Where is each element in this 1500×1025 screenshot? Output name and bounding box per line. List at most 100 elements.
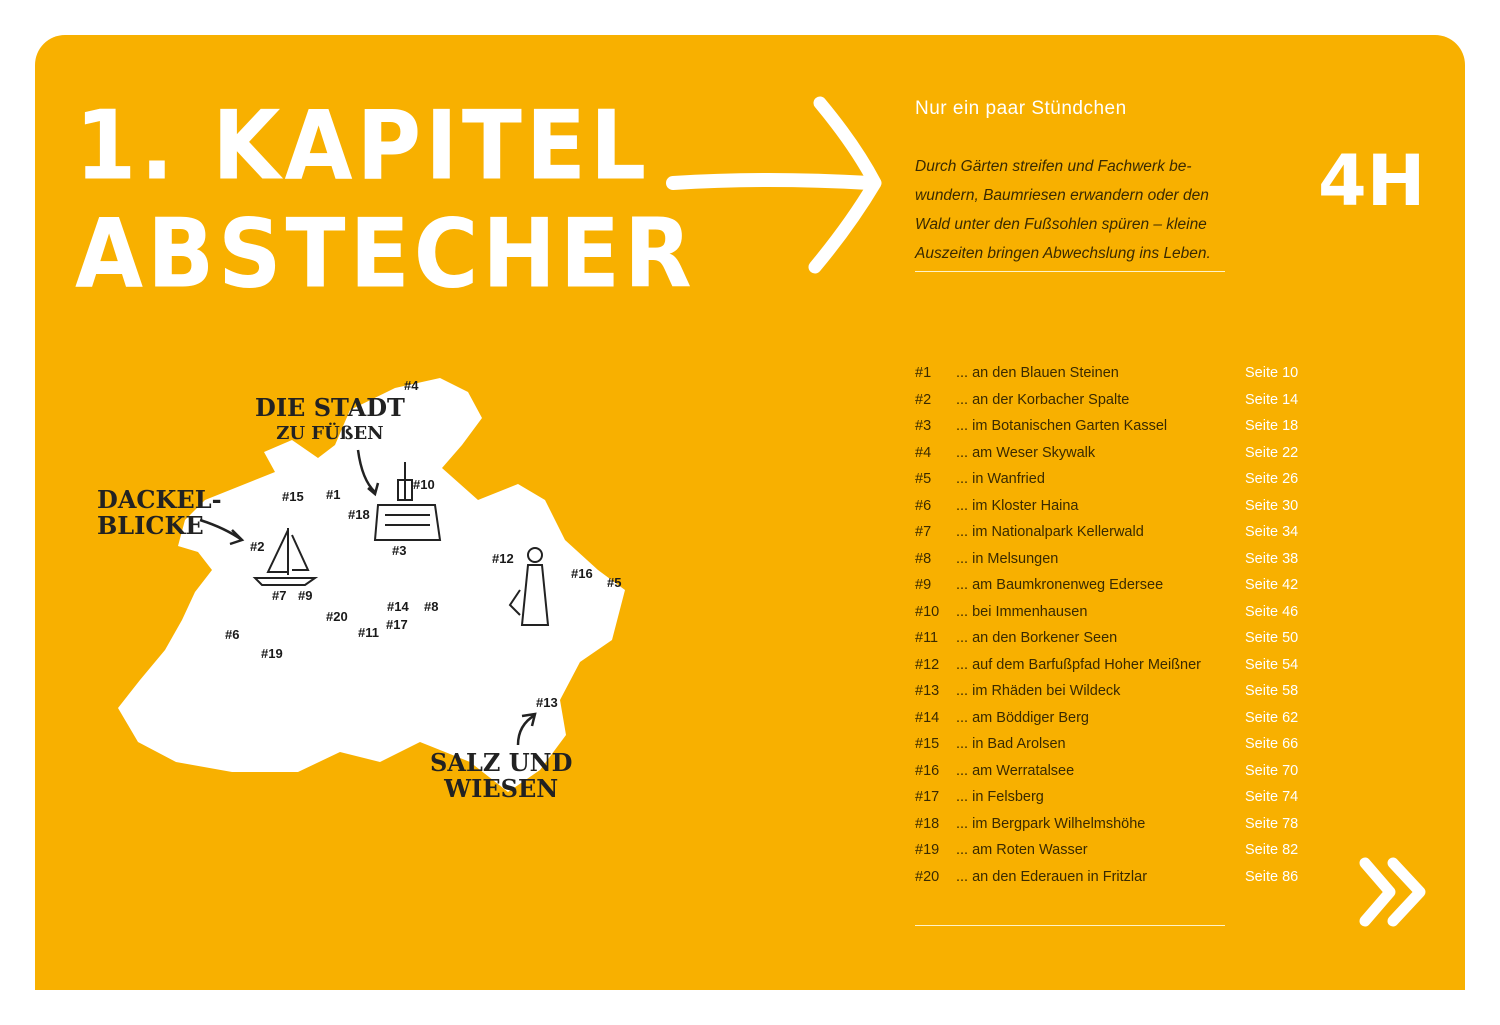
entry-page: Seite 34 xyxy=(1245,524,1299,541)
map-marker[interactable]: #15 xyxy=(282,489,304,504)
entry-number: #18 xyxy=(915,815,940,832)
toc-entry[interactable]: #14 ... am Böddiger Berg Seite 62 xyxy=(915,705,1305,732)
entry-page: Seite 58 xyxy=(1245,683,1299,700)
toc-entry[interactable]: #18 ... im Bergpark Wilhelmshöhe Seite 78 xyxy=(915,811,1305,838)
double-chevron-right-icon[interactable] xyxy=(1355,855,1435,930)
annotation-dackelblicke: DACKEL- BLICKE xyxy=(97,487,222,539)
toc-entry[interactable]: #9 ... am Baumkronenweg Edersee Seite 42 xyxy=(915,572,1305,599)
toc-entry[interactable]: #20 ... an den Ederauen in Fritzlar Seite … xyxy=(915,864,1305,891)
entry-number: #10 xyxy=(915,603,940,620)
entry-place: ... im Rhäden bei Wildeck xyxy=(956,683,1121,700)
entry-number: #13 xyxy=(915,683,940,700)
map-marker[interactable]: #8 xyxy=(424,599,439,614)
entry-place: ... auf dem Barfußpfad Hoher Meißner xyxy=(956,656,1201,673)
entry-number: #7 xyxy=(915,524,932,541)
map-marker[interactable]: #16 xyxy=(571,566,593,581)
map-marker[interactable]: #5 xyxy=(607,575,622,590)
entry-place: ... an den Borkener Seen xyxy=(956,630,1118,647)
toc-entry[interactable]: #2 ... an der Korbacher Spalte Seite 14 xyxy=(915,387,1305,414)
map-marker[interactable]: #12 xyxy=(492,551,514,566)
toc-entry[interactable]: #13 ... im Rhäden bei Wildeck Seite 58 xyxy=(915,678,1305,705)
toc-entry[interactable]: #12 ... auf dem Barfußpfad Hoher Meißner S… xyxy=(915,652,1305,679)
entry-page: Seite 54 xyxy=(1245,656,1299,673)
toc-entry[interactable]: #5 ... in Wanfried Seite 26 xyxy=(915,466,1305,493)
toc-entry[interactable]: #8 ... in Melsungen Seite 38 xyxy=(915,546,1305,573)
entry-number: #14 xyxy=(915,709,940,726)
map-marker[interactable]: #3 xyxy=(392,543,407,558)
map-marker[interactable]: #7 xyxy=(272,588,287,603)
entry-place: ... am Roten Wasser xyxy=(956,842,1088,859)
entry-page: Seite 82 xyxy=(1245,842,1299,859)
divider xyxy=(915,271,1225,272)
map-marker[interactable]: #9 xyxy=(298,588,313,603)
chapter-title: 1. KAPITEL ABSTECHER xyxy=(75,89,696,310)
section-subtitle: Nur ein paar Stündchen xyxy=(915,98,1127,119)
map-marker[interactable]: #1 xyxy=(326,487,341,502)
map-marker[interactable]: #18 xyxy=(348,507,370,522)
toc-entry[interactable]: #6 ... im Kloster Haina Seite 30 xyxy=(915,493,1305,520)
entry-page: Seite 70 xyxy=(1245,762,1299,779)
map-marker[interactable]: #11 xyxy=(358,625,379,640)
toc-entry[interactable]: #16 ... am Werratalsee Seite 70 xyxy=(915,758,1305,785)
annotation-line: ZU FÜßEN xyxy=(276,423,384,444)
arrow-right-icon xyxy=(666,96,882,274)
entry-place: ... bei Immenhausen xyxy=(956,603,1088,620)
toc-entry[interactable]: #1 ... an den Blauen Steinen Seite 10 xyxy=(915,360,1305,387)
entry-number: #8 xyxy=(915,550,932,567)
entry-number: #17 xyxy=(915,789,940,806)
map-marker[interactable]: #10 xyxy=(413,477,435,492)
entry-place: ... im Bergpark Wilhelmshöhe xyxy=(956,815,1146,832)
entry-place: ... an den Blauen Steinen xyxy=(956,365,1119,382)
toc-entry[interactable]: #17 ... in Felsberg Seite 74 xyxy=(915,784,1305,811)
map-marker[interactable]: #4 xyxy=(404,378,419,393)
entry-number: #3 xyxy=(915,418,932,435)
map-marker[interactable]: #20 xyxy=(326,609,348,624)
toc-entry[interactable]: #19 ... am Roten Wasser Seite 82 xyxy=(915,837,1305,864)
chapter-title-line2: ABSTECHER xyxy=(75,197,696,310)
entry-place: ... in Wanfried xyxy=(956,471,1045,488)
entry-page: Seite 50 xyxy=(1245,630,1299,647)
entry-page: Seite 18 xyxy=(1245,418,1299,435)
entry-number: #1 xyxy=(915,365,932,382)
annotation-line: DACKEL- xyxy=(97,485,222,514)
castle-icon xyxy=(373,462,442,541)
divider xyxy=(915,925,1225,926)
entry-place: ... am Werratalsee xyxy=(956,762,1075,779)
annotation-die-stadt: DIE STADT ZU FÜßEN xyxy=(255,395,405,447)
entry-page: Seite 10 xyxy=(1245,365,1299,382)
entry-page: Seite 38 xyxy=(1245,550,1299,567)
map-marker[interactable]: #6 xyxy=(225,627,240,642)
entry-place: ... in Felsberg xyxy=(956,789,1044,806)
entry-number: #19 xyxy=(915,842,940,859)
toc-entry[interactable]: #3 ... im Botanischen Garten Kassel Seite … xyxy=(915,413,1305,440)
entry-page: Seite 46 xyxy=(1245,603,1299,620)
map-marker[interactable]: #2 xyxy=(250,539,265,554)
toc-entry[interactable]: #11 ... an den Borkener Seen Seite 50 xyxy=(915,625,1305,652)
annotation-line: DIE STADT xyxy=(255,393,405,422)
toc-entry[interactable]: #15 ... in Bad Arolsen Seite 66 xyxy=(915,731,1305,758)
entry-place: ... im Kloster Haina xyxy=(956,497,1079,514)
entry-place: ... am Böddiger Berg xyxy=(956,709,1089,726)
woman-figure-icon xyxy=(508,547,550,626)
annotation-salz-und-wiesen: SALZ UND WIESEN xyxy=(430,750,572,802)
toc-entry[interactable]: #4 ... am Weser Skywalk Seite 22 xyxy=(915,440,1305,467)
entry-number: #6 xyxy=(915,497,932,514)
entry-place: ... in Melsungen xyxy=(956,550,1059,567)
map-marker[interactable]: #17 xyxy=(386,617,408,632)
map-marker[interactable]: #14 xyxy=(387,599,409,614)
entry-page: Seite 22 xyxy=(1245,444,1299,461)
entry-number: #9 xyxy=(915,577,932,594)
map-marker[interactable]: #19 xyxy=(261,646,283,661)
toc-entry[interactable]: #7 ... im Nationalpark Kellerwald Seite 34 xyxy=(915,519,1305,546)
entry-number: #5 xyxy=(915,471,932,488)
map-marker[interactable]: #13 xyxy=(536,695,558,710)
entry-page: Seite 86 xyxy=(1245,868,1299,885)
table-of-contents: #1 ... an den Blauen Steinen Seite 10 #2...… xyxy=(915,360,1305,890)
entry-number: #4 xyxy=(915,444,932,461)
annotation-line: BLICKE xyxy=(97,511,204,540)
toc-entry[interactable]: #10 ... bei Immenhausen Seite 46 xyxy=(915,599,1305,626)
chapter-title-line1: 1. KAPITEL xyxy=(75,89,651,202)
intro-text: Durch Gärten streifen und Fachwerk be­wu… xyxy=(915,158,1211,262)
entry-place: ... am Weser Skywalk xyxy=(956,444,1096,461)
entry-page: Seite 62 xyxy=(1245,709,1299,726)
